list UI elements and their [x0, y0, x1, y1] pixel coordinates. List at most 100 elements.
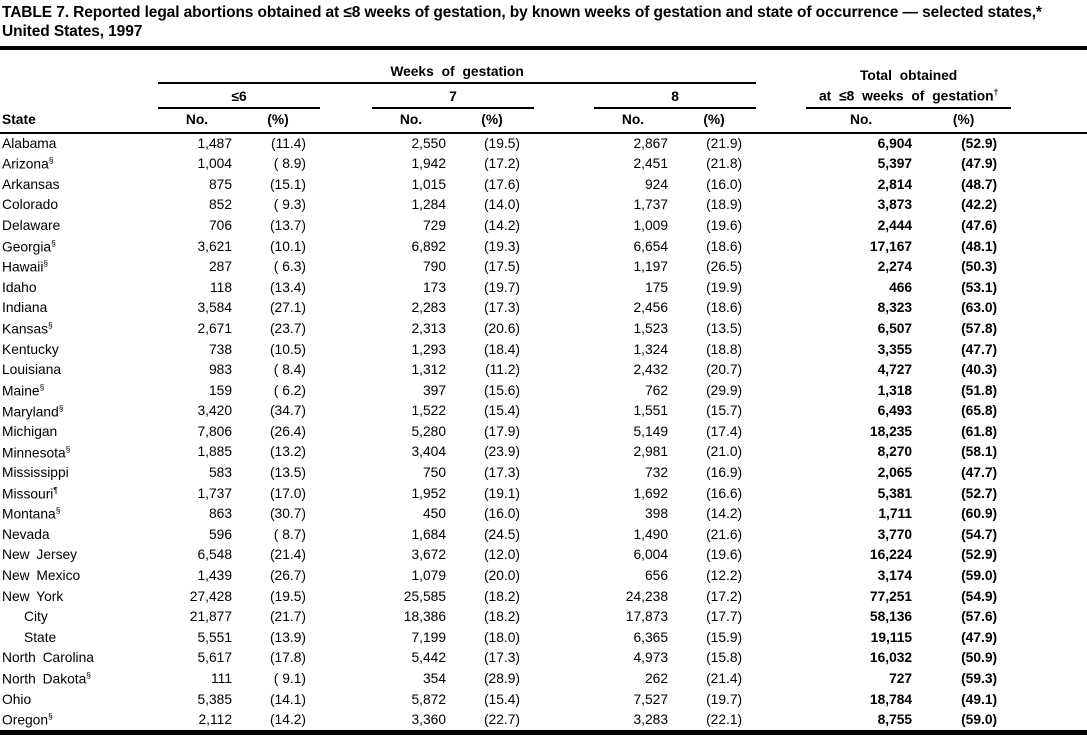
- percent-cell: (22.7): [483, 712, 520, 728]
- state-name: Maryland: [2, 404, 59, 420]
- spacer-cell: [1011, 256, 1087, 277]
- state-cell: Louisiana: [0, 359, 158, 380]
- percent-cell: (10.5): [269, 341, 306, 357]
- state-cell: Minnesota§: [0, 442, 158, 463]
- group-header-le6-weeks: ≤6: [158, 83, 320, 109]
- spacer-cell: [756, 545, 806, 566]
- spacer-cell: [320, 689, 372, 710]
- count-cell: 2,456: [633, 300, 668, 316]
- percent-cell: (23.7): [269, 320, 306, 336]
- state-cell: Oregon§: [0, 709, 158, 730]
- percent-cell: (50.3): [961, 259, 998, 275]
- percent-cell: (52.7): [961, 485, 998, 501]
- percent-cell: (17.3): [483, 650, 520, 666]
- count-cell: 738: [208, 341, 232, 357]
- spacer-cell: [534, 648, 594, 669]
- no-header-le6: No.: [158, 107, 236, 134]
- count-cell: 118: [210, 279, 232, 295]
- spacer-cell: [756, 401, 806, 422]
- percent-cell: ( 8.7): [273, 526, 306, 542]
- state-name: Mississippi: [2, 465, 69, 481]
- state-name: Minnesota: [2, 445, 66, 461]
- state-name: Arizona: [2, 156, 49, 172]
- state-cell: Missouri¶: [0, 483, 158, 504]
- percent-cell: (12.0): [483, 547, 520, 563]
- spacer-cell: [320, 545, 372, 566]
- percent-cell: (17.2): [706, 588, 743, 604]
- spacer-cell: [756, 195, 806, 216]
- count-cell: 1,487: [197, 136, 232, 152]
- count-cell: 173: [422, 279, 446, 295]
- table-row: Nevada 596 ( 8.7) 1,684 (24.5) 1,490 (21.6) 3,7…: [0, 524, 1087, 545]
- count-cell: 1,197: [633, 259, 668, 275]
- state-name: Idaho: [2, 279, 37, 295]
- total-obtained-header-line2: at ≤8 weeks of gestation†: [806, 83, 1012, 109]
- table-row: City 21,877 (21.7) 18,386 (18.2) 17,873 (17.7)…: [0, 606, 1087, 627]
- spacer-cell: [756, 318, 806, 339]
- table-row: Arizona§ 1,004 ( 8.9) 1,942 (17.2) 2,451 (21.8…: [0, 153, 1087, 174]
- spacer-cell: [1011, 401, 1087, 422]
- count-cell: 4,973: [633, 650, 668, 666]
- table-row: Maine§ 159 ( 6.2) 397 (15.6) 762 (29.9) 1,318 (5…: [0, 380, 1087, 401]
- footnote-marker: §: [39, 381, 45, 392]
- state-name: Delaware: [2, 217, 61, 233]
- count-cell: 27,428: [189, 588, 232, 604]
- count-cell: 5,381: [877, 485, 913, 501]
- footnote-marker: §: [65, 443, 71, 454]
- state-cell: State: [0, 627, 158, 648]
- count-cell: 1,293: [411, 341, 446, 357]
- table-row: North Dakota§ 111 ( 9.1) 354 (28.9) 262 (21.4)…: [0, 668, 1087, 689]
- footnote-marker: ¶: [53, 484, 58, 495]
- count-cell: 6,493: [877, 403, 913, 419]
- state-cell: Arkansas: [0, 174, 158, 195]
- percent-cell: (13.2): [269, 444, 306, 460]
- count-cell: 2,451: [633, 156, 668, 172]
- count-cell: 1,318: [877, 382, 913, 398]
- spacer-cell: [534, 483, 594, 504]
- percent-cell: (19.7): [483, 279, 520, 295]
- table-row: New Jersey 6,548 (21.4) 3,672 (12.0) 6,004 (19…: [0, 545, 1087, 566]
- percent-cell: (47.9): [961, 156, 998, 172]
- count-cell: 6,904: [877, 136, 913, 152]
- percent-cell: (47.7): [961, 465, 998, 481]
- spacer-cell: [320, 133, 372, 154]
- count-cell: 1,284: [411, 197, 446, 213]
- count-cell: 3,672: [411, 547, 446, 563]
- table-row: Arkansas 875 (15.1) 1,015 (17.6) 924 (16.0) 2,8…: [0, 174, 1087, 195]
- table-row: Missouri¶ 1,737 (17.0) 1,952 (19.1) 1,692 (16.…: [0, 483, 1087, 504]
- percent-cell: (30.7): [269, 506, 306, 522]
- spacer-cell: [756, 668, 806, 689]
- count-cell: 1,079: [411, 568, 446, 584]
- spacer-cell: [534, 545, 594, 566]
- state-cell: Colorado: [0, 195, 158, 216]
- spacer-cell: [534, 442, 594, 463]
- spacer-cell: [320, 503, 372, 524]
- spacer-cell: [534, 627, 594, 648]
- percent-cell: ( 9.3): [273, 197, 306, 213]
- spacer-cell: [534, 153, 594, 174]
- count-cell: 2,814: [877, 176, 913, 192]
- spacer-cell: [320, 421, 372, 442]
- spacer-cell: [534, 565, 594, 586]
- percent-cell: (17.3): [483, 300, 520, 316]
- percent-cell: (28.9): [483, 671, 520, 687]
- count-cell: 6,507: [877, 320, 913, 336]
- count-cell: 19,115: [870, 629, 913, 645]
- spacer-cell: [1011, 318, 1087, 339]
- count-cell: 6,892: [411, 238, 446, 254]
- percent-cell: (17.3): [483, 465, 520, 481]
- spacer-cell: [320, 298, 372, 319]
- count-cell: 3,420: [197, 403, 232, 419]
- total-header-text: at ≤8 weeks of gestation: [818, 88, 994, 104]
- footnote-marker: §: [43, 258, 49, 269]
- count-cell: 354: [422, 671, 446, 687]
- percent-cell: (59.3): [961, 671, 998, 687]
- count-cell: 2,112: [198, 712, 232, 728]
- percent-cell: (19.3): [483, 238, 520, 254]
- percent-cell: (22.1): [706, 712, 743, 728]
- percent-cell: (18.4): [483, 341, 520, 357]
- count-cell: 2,867: [633, 136, 668, 152]
- percent-cell: (26.7): [269, 568, 306, 584]
- count-cell: 727: [889, 671, 913, 687]
- table-row: Idaho 118 (13.4) 173 (19.7) 175 (19.9) 466 (53.1…: [0, 277, 1087, 298]
